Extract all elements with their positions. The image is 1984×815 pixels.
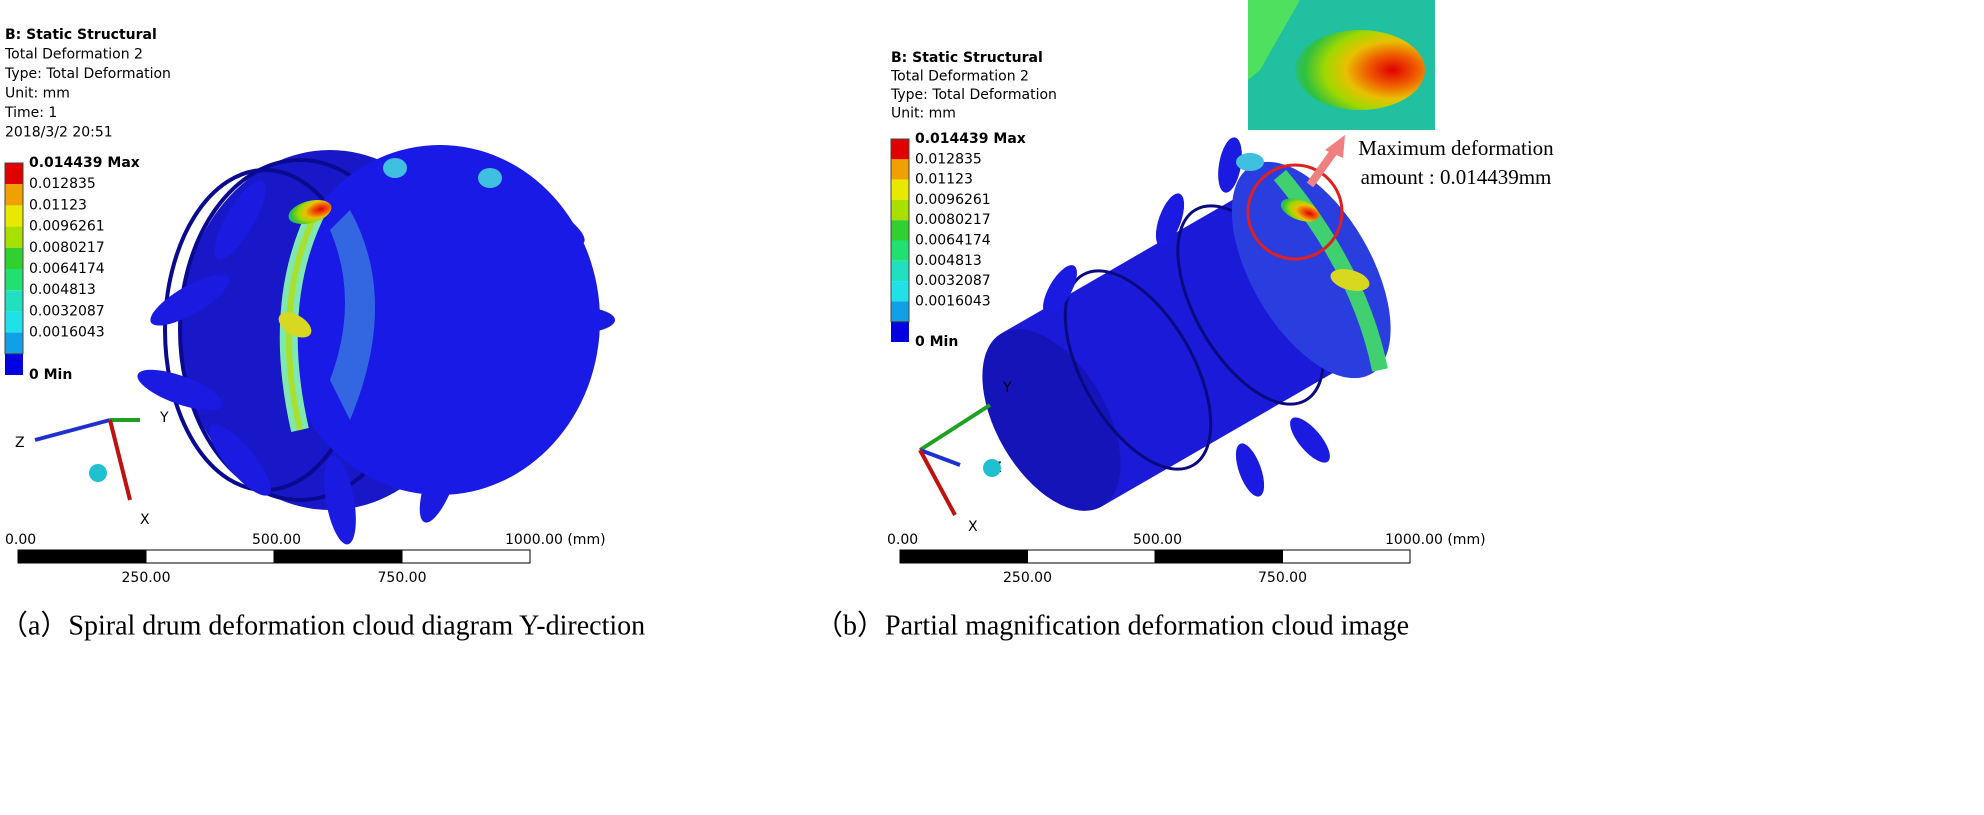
legend-swatch <box>5 247 23 269</box>
legend-label: 0.004813 <box>915 253 982 269</box>
legend-label: 0.0032087 <box>29 303 105 319</box>
caption: （b）Partial magnification deformation clo… <box>815 609 1409 641</box>
scale-label: 500.00 <box>252 532 301 548</box>
scale-label: 750.00 <box>1258 570 1307 586</box>
legend-label: 0.0032087 <box>915 273 991 289</box>
legend-swatch <box>5 290 23 312</box>
scale-label: 750.00 <box>378 570 427 586</box>
scale-bar-segment <box>273 549 403 564</box>
legend-swatch <box>891 199 909 221</box>
scale-label: 0.00 <box>887 532 918 548</box>
triad-axis <box>918 403 992 452</box>
legend-label: 0.014439 Max <box>915 131 1026 147</box>
legend-label: 0.0016043 <box>29 325 105 341</box>
caption: （a）Spiral drum deformation cloud diagram… <box>0 609 645 641</box>
legend-label: 0.012835 <box>915 151 982 167</box>
header-line: Total Deformation 2 <box>890 69 1029 85</box>
legend-label: 0.0080217 <box>915 212 991 228</box>
legend-swatch <box>5 163 23 185</box>
legend-swatch <box>891 301 909 322</box>
scale-bar-segment <box>17 549 147 564</box>
annotation: Maximum deformation <box>1358 136 1554 160</box>
scale-bar-segment <box>899 549 1028 564</box>
legend-swatch <box>5 269 23 291</box>
legend-label: 0.0096261 <box>915 192 991 208</box>
triad-axis <box>108 419 132 501</box>
triad-label: X <box>140 512 150 528</box>
legend-swatch <box>891 220 909 241</box>
legend-swatch <box>5 353 23 375</box>
triad-label: Y <box>159 410 169 426</box>
scale-bar-segment <box>401 549 531 564</box>
legend-label: 0.004813 <box>29 282 96 298</box>
header-line: B: Static Structural <box>5 27 157 43</box>
header-line: 2018/3/2 20:51 <box>5 125 113 141</box>
scale-bar-segment <box>1154 549 1283 564</box>
legend-swatch <box>5 184 23 206</box>
legend-label: 0.014439 Max <box>29 155 140 171</box>
legend-label: 0.0064174 <box>915 233 991 249</box>
legend-swatch <box>5 311 23 333</box>
annotation: amount : 0.014439mm <box>1361 165 1552 189</box>
legend-label: 0 Min <box>29 367 72 383</box>
legend-swatch <box>5 205 23 227</box>
legend-label: 0.0096261 <box>29 219 105 235</box>
legend-label: 0.0016043 <box>915 293 991 309</box>
header-line: Unit: mm <box>891 106 956 122</box>
legend-swatch <box>891 240 909 261</box>
legend-swatch <box>891 139 909 160</box>
triad-axis <box>918 449 957 516</box>
scale-label: 250.00 <box>1003 570 1052 586</box>
legend-label: 0.0080217 <box>29 240 105 256</box>
triad-axis <box>34 418 111 442</box>
triad-label: Y <box>1002 380 1012 396</box>
legend-label: 0.012835 <box>29 176 96 192</box>
triad-ball <box>983 459 1001 477</box>
model-b <box>982 0 1435 511</box>
model-a <box>137 145 615 545</box>
scale-label: 1000.00 (mm) <box>1385 532 1486 548</box>
legend-swatch <box>891 281 909 302</box>
triad-axis <box>919 448 961 467</box>
legend-label: 0.01123 <box>915 172 973 188</box>
triad-ball <box>89 464 107 482</box>
scale-bar-segment <box>145 549 275 564</box>
header-line: B: Static Structural <box>891 50 1043 66</box>
legend-label: 0.01123 <box>29 197 87 213</box>
legend-swatch <box>891 179 909 200</box>
header-line: Type: Total Deformation <box>4 66 171 82</box>
legend-swatch <box>5 332 23 354</box>
legend-frame <box>4 162 24 355</box>
scale-label: 1000.00 (mm) <box>505 532 606 548</box>
legend-label: 0.0064174 <box>29 261 105 277</box>
header-line: Total Deformation 2 <box>4 47 143 63</box>
scale-label: 0.00 <box>5 532 36 548</box>
legend-swatch <box>891 260 909 282</box>
legend-frame <box>890 138 910 323</box>
header-line: Type: Total Deformation <box>890 87 1057 103</box>
header-line: Unit: mm <box>5 86 70 102</box>
legend-swatch <box>891 321 909 342</box>
header-line: Time: 1 <box>4 105 57 121</box>
legend-label: 0 Min <box>915 334 958 350</box>
scale-bar-segment <box>1282 549 1411 564</box>
triad-label: X <box>968 519 978 535</box>
legend-swatch <box>891 159 909 180</box>
scale-label: 500.00 <box>1133 532 1182 548</box>
legend-swatch <box>5 226 23 248</box>
scale-bar-segment <box>1027 549 1156 564</box>
triad-label: Z <box>15 435 25 451</box>
scale-label: 250.00 <box>122 570 171 586</box>
